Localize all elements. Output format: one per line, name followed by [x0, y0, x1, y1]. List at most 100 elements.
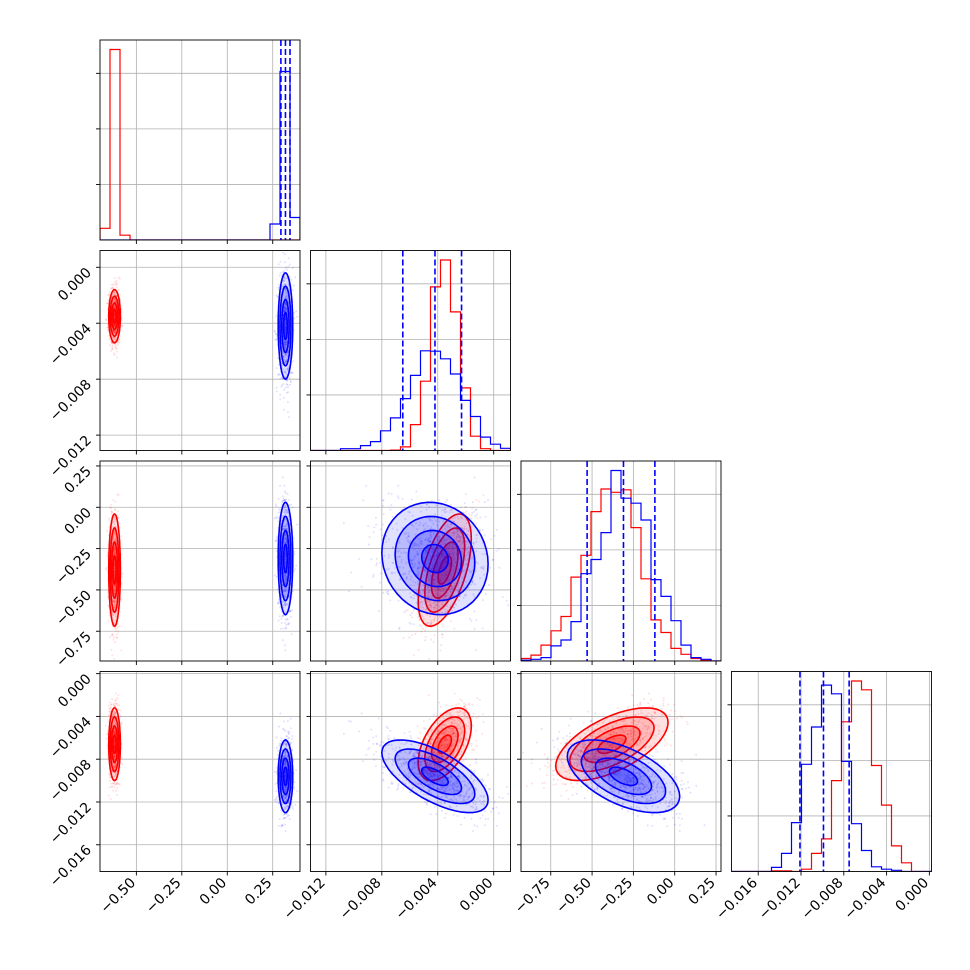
scatter-point	[470, 619, 473, 622]
scatter-point	[453, 558, 456, 561]
scatter-point	[112, 352, 115, 355]
scatter-point	[379, 581, 382, 584]
scatter-point	[108, 344, 111, 347]
scatter-point	[284, 535, 287, 538]
scatter-point	[432, 534, 435, 536]
scatter-point	[456, 590, 459, 593]
scatter-point	[113, 277, 116, 279]
scatter-point	[424, 629, 427, 632]
scatter-point	[430, 619, 433, 622]
scatter-point	[281, 285, 284, 288]
scatter-point	[114, 585, 117, 588]
scatter-point	[113, 586, 116, 589]
scatter-point	[113, 545, 116, 548]
scatter-point	[112, 782, 115, 785]
scatter-point	[468, 586, 470, 589]
scatter-point	[117, 510, 119, 513]
scatter-point	[438, 520, 441, 523]
scatter-point	[436, 589, 439, 592]
scatter-point	[412, 566, 415, 569]
scatter-point	[285, 354, 288, 356]
scatter-point	[365, 484, 368, 487]
scatter-point	[280, 627, 283, 630]
scatter-point	[423, 574, 426, 577]
scatter-point	[283, 269, 286, 272]
scatter-point	[284, 341, 287, 343]
scatter-point	[106, 302, 109, 305]
scatter-point	[437, 588, 440, 591]
scatter-point	[445, 529, 448, 532]
scatter-point	[287, 283, 290, 286]
scatter-point	[114, 603, 117, 606]
scatter-point	[420, 625, 423, 627]
scatter-point	[284, 604, 287, 607]
scatter-point	[445, 574, 448, 577]
scatter-point	[475, 549, 478, 552]
scatter-point	[434, 557, 437, 560]
scatter-point	[427, 621, 430, 624]
scatter-point	[419, 540, 422, 543]
scatter-point	[377, 610, 380, 613]
scatter-point	[442, 550, 445, 553]
scatter-point	[111, 521, 114, 524]
scatter-point	[121, 324, 124, 327]
scatter-point	[398, 626, 401, 629]
scatter-point	[113, 731, 116, 734]
scatter-point	[472, 541, 475, 544]
scatter-point	[106, 551, 109, 554]
scatter-point	[282, 586, 285, 589]
scatter-point	[453, 520, 455, 523]
scatter-point	[427, 585, 430, 588]
scatter-point	[110, 507, 113, 510]
scatter-point	[283, 309, 286, 312]
density-fill	[281, 530, 290, 587]
scatter-point	[412, 594, 415, 597]
scatter-point	[383, 554, 386, 557]
scatter-point	[411, 563, 414, 566]
scatter-point	[427, 596, 430, 599]
scatter-point	[283, 537, 286, 540]
scatter-point	[285, 539, 288, 542]
density-contour	[281, 298, 290, 354]
scatter-point	[285, 277, 288, 280]
scatter-point	[388, 567, 390, 570]
scatter-point	[114, 331, 117, 334]
scatter-point	[459, 562, 461, 565]
scatter-point	[113, 755, 116, 758]
scatter-point	[107, 604, 110, 607]
scatter-point	[447, 550, 449, 553]
scatter-point	[444, 508, 446, 511]
scatter-point	[476, 562, 479, 565]
scatter-point	[434, 588, 437, 591]
scatter-point	[429, 604, 432, 607]
scatter-point	[443, 608, 446, 611]
scatter-point	[110, 283, 113, 286]
scatter-point	[419, 601, 422, 604]
scatter-point	[273, 517, 276, 520]
scatter-point	[425, 503, 428, 506]
scatter-point	[440, 603, 443, 606]
panel-content	[310, 250, 511, 451]
scatter-point	[446, 574, 448, 577]
scatter-point	[444, 594, 447, 597]
scatter-point	[433, 578, 436, 581]
scatter-point	[399, 577, 402, 580]
scatter-point	[280, 622, 283, 624]
scatter-point	[120, 721, 122, 724]
scatter-point	[113, 546, 116, 549]
scatter-point	[282, 352, 285, 355]
scatter-point	[418, 566, 421, 569]
scatter-point	[434, 569, 437, 572]
scatter-point	[426, 547, 429, 550]
scatter-point	[461, 540, 464, 543]
scatter-point	[439, 580, 442, 583]
scatter-point	[113, 553, 116, 555]
scatter-point	[470, 583, 473, 586]
scatter-point	[288, 621, 291, 624]
scatter-point	[284, 541, 287, 544]
scatter-point	[284, 510, 287, 513]
scatter-point	[274, 539, 277, 542]
scatter-point	[113, 586, 115, 589]
scatter-point	[284, 369, 287, 372]
scatter-point	[420, 606, 423, 609]
